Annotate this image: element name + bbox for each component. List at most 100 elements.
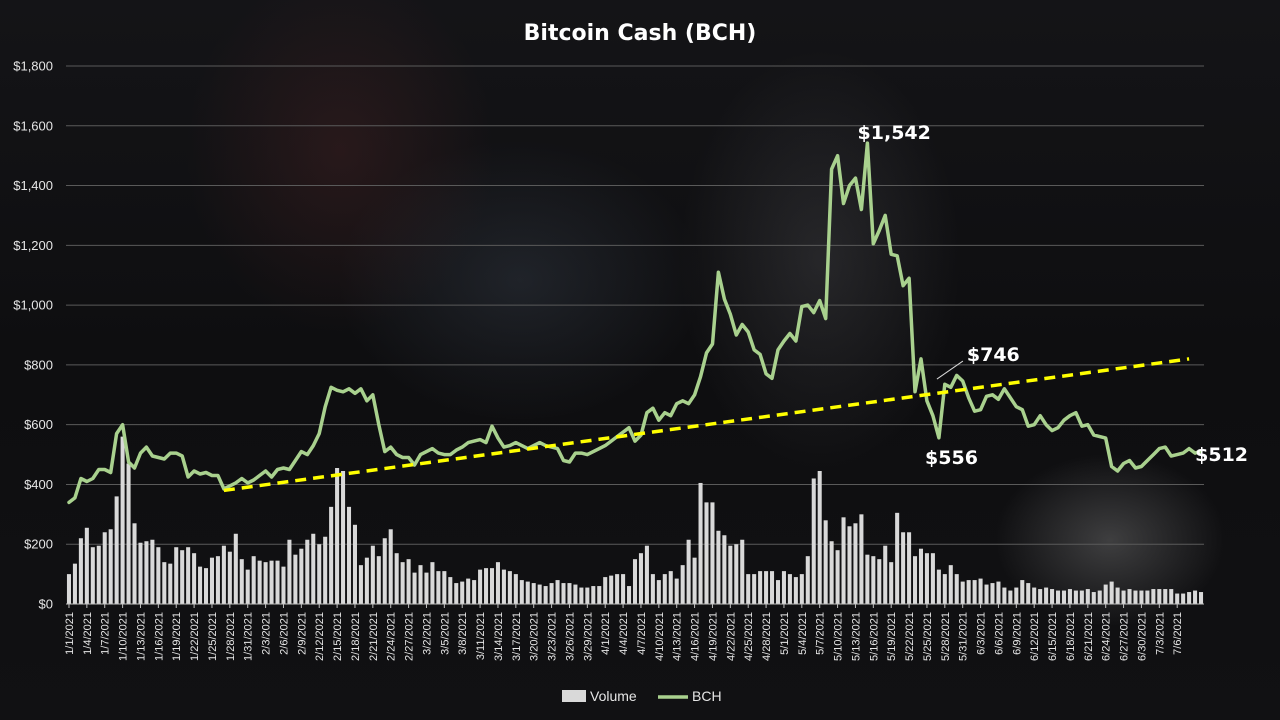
volume-bar [513,574,518,604]
volume-bar [96,545,101,604]
x-tick-label: 1/31/2021 [243,612,255,661]
x-tick-label: 5/10/2021 [833,612,845,661]
x-tick-label: 4/7/2021 [636,612,648,655]
volume-bar [1085,589,1090,604]
volume-bar [460,581,465,604]
volume-bar [734,544,739,604]
volume-bar [1163,589,1168,604]
volume-bar [233,533,238,604]
volume-bar [1044,587,1049,604]
volume-bar [186,547,191,604]
x-tick-label: 6/24/2021 [1101,612,1113,661]
volume-bar [102,532,107,604]
volume-bar [895,512,900,604]
volume-bar [627,586,632,604]
y-tick-label: $1,600 [13,118,53,133]
volume-bar [1056,590,1061,604]
legend: Volume BCH [562,688,722,704]
volume-bar [567,583,572,604]
volume-bar [72,563,77,604]
volume-bar [597,586,602,604]
x-tick-label: 7/3/2021 [1154,612,1166,655]
x-tick-label: 1/4/2021 [82,612,94,655]
volume-bar [239,559,244,604]
volume-bar [823,520,828,604]
volume-bar [335,468,340,604]
x-tick-label: 1/16/2021 [153,612,165,661]
volume-bar [263,562,268,604]
volume-bar [1175,593,1180,604]
volume-bar [406,559,411,604]
volume-bar [644,545,649,604]
x-tick-label: 4/19/2021 [707,612,719,661]
volume-bar [1157,589,1162,604]
x-tick-label: 2/6/2021 [278,612,290,655]
y-tick-label: $200 [24,537,53,552]
volume-bar [275,560,280,604]
x-tick-label: 6/15/2021 [1047,612,1059,661]
x-tick-label: 5/31/2021 [958,612,970,661]
x-tick-label: 1/13/2021 [135,612,147,661]
volume-bar [531,583,536,604]
x-tick-label: 6/21/2021 [1083,612,1095,661]
volume-bar [466,578,471,604]
volume-bar [519,580,524,604]
x-tick-label: 3/20/2021 [529,612,541,661]
volume-bar [656,580,661,604]
volume-bar [555,580,560,604]
volume-bar [257,560,262,604]
x-tick-label: 5/16/2021 [868,612,880,661]
volume-bar [960,581,965,604]
volume-bar [966,580,971,604]
volume-bar [478,569,483,604]
gridlines [66,65,1204,545]
volume-bar [758,571,763,604]
volume-bar [877,559,882,604]
x-tick-label: 1/7/2021 [100,612,112,655]
volume-bar [662,574,667,604]
volume-bar [317,544,322,604]
volume-bar [114,496,119,604]
x-tick-label: 1/1/2021 [64,612,76,655]
x-tick-label: 4/1/2021 [600,612,612,655]
legend-volume-label: Volume [590,688,637,704]
volume-bar [1121,590,1126,604]
x-tick-label: 2/27/2021 [404,612,416,661]
volume-bar [638,553,643,604]
x-tick-label: 6/27/2021 [1119,612,1131,661]
volume-bar [138,542,143,604]
volume-bar [329,506,334,604]
x-tick-label: 4/22/2021 [725,612,737,661]
volume-bar [1008,590,1013,604]
volume-bar [221,545,226,604]
volume-bar [954,574,959,604]
trendline [223,357,1190,493]
x-tick-label: 3/14/2021 [493,612,505,661]
volume-bar [805,556,810,604]
volume-bar [1079,590,1084,604]
x-tick-label: 6/6/2021 [993,612,1005,655]
x-tick-label: 4/13/2021 [672,612,684,661]
volume-bar [442,571,447,604]
volume-bar [358,565,363,604]
volume-bar [793,577,798,604]
x-tick-label: 2/15/2021 [332,612,344,661]
volume-bar [537,584,542,604]
volume-bar [1103,584,1108,604]
x-tick-label: 2/12/2021 [314,612,326,661]
x-tick-label: 1/10/2021 [118,612,130,661]
volume-bar [227,551,232,604]
volume-bar [603,577,608,604]
volume-bar [847,526,852,604]
volume-bar [78,538,83,604]
volume-bar [740,539,745,604]
volume-bar [388,529,393,604]
volume-bar [996,581,1001,604]
x-tick-label: 2/3/2021 [261,612,273,655]
volume-bar [180,550,185,604]
x-tick-label: 6/30/2021 [1136,612,1148,661]
volume-bar [924,553,929,604]
y-tick-label: $1,200 [13,238,53,253]
volume-bar [585,587,590,604]
